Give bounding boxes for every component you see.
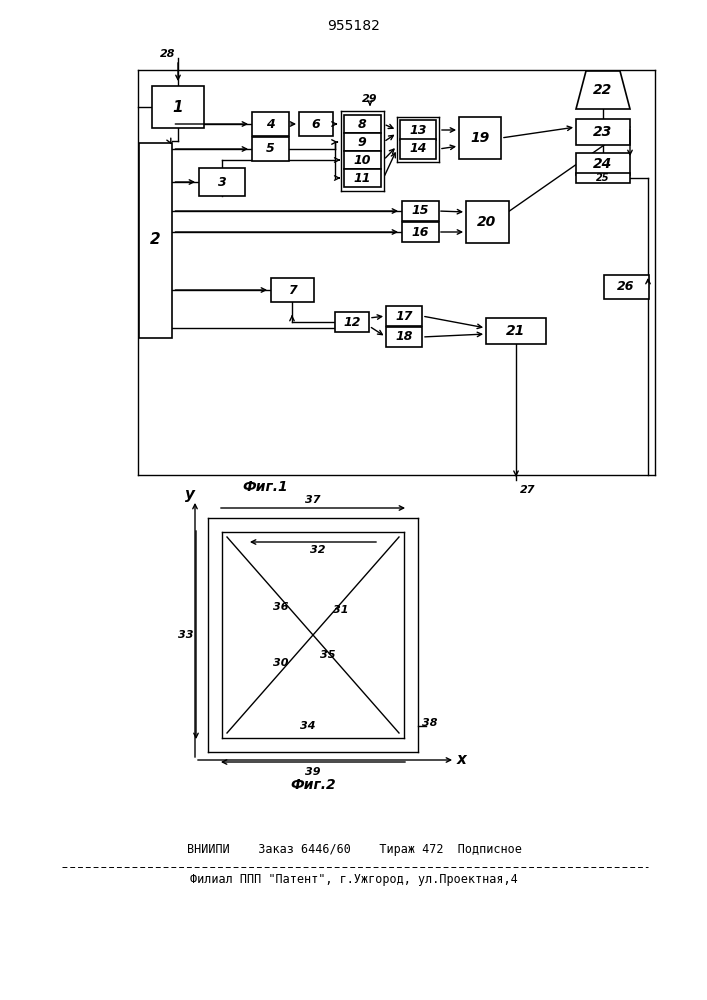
Polygon shape [576, 71, 630, 109]
Bar [400, 120, 436, 140]
Text: 39: 39 [305, 767, 321, 777]
Bar [465, 201, 508, 243]
Text: y: y [185, 488, 195, 502]
Text: Фиг.1: Фиг.1 [243, 480, 288, 494]
Text: 14: 14 [409, 142, 427, 155]
Text: 8: 8 [358, 117, 366, 130]
Text: 25: 25 [596, 173, 609, 183]
Text: 37: 37 [305, 495, 321, 505]
Text: 18: 18 [395, 330, 413, 344]
Bar [386, 306, 422, 326]
Text: 26: 26 [617, 280, 635, 294]
Bar [271, 278, 313, 302]
Text: 35: 35 [320, 650, 336, 660]
Text: 5: 5 [266, 142, 274, 155]
Text: 27: 27 [520, 485, 536, 495]
Bar [576, 153, 630, 175]
Text: 15: 15 [411, 205, 428, 218]
Bar [335, 312, 369, 332]
Text: 955182: 955182 [327, 19, 380, 33]
Bar [252, 112, 288, 136]
Text: ВНИИПИ    Заказ 6446/60    Тираж 472  Подписное: ВНИИПИ Заказ 6446/60 Тираж 472 Подписное [187, 844, 522, 856]
Bar [486, 318, 546, 344]
Bar [604, 275, 648, 299]
Text: 7: 7 [288, 284, 296, 296]
Text: 38: 38 [422, 718, 438, 728]
Text: 33: 33 [178, 630, 194, 640]
Text: Фиг.2: Фиг.2 [290, 778, 336, 792]
Text: 30: 30 [273, 658, 288, 668]
Bar [576, 173, 630, 183]
Bar [199, 168, 245, 196]
Bar [402, 201, 438, 221]
Text: 20: 20 [477, 215, 496, 229]
Text: 23: 23 [593, 125, 613, 139]
Text: 36: 36 [273, 602, 288, 612]
Bar [139, 142, 172, 338]
Bar [459, 117, 501, 159]
Bar [299, 112, 333, 136]
Bar [252, 137, 288, 161]
Text: 13: 13 [409, 123, 427, 136]
Text: 1: 1 [173, 100, 183, 114]
Text: 12: 12 [344, 316, 361, 328]
Text: 28: 28 [160, 49, 176, 59]
Bar [344, 115, 380, 133]
Bar [152, 86, 204, 128]
Text: 2: 2 [150, 232, 160, 247]
Text: 24: 24 [593, 157, 613, 171]
Text: Филиал ППП "Патент", г.Ужгород, ул.Проектная,4: Филиал ППП "Патент", г.Ужгород, ул.Проек… [190, 874, 518, 886]
Text: 6: 6 [312, 117, 320, 130]
Text: 32: 32 [310, 545, 326, 555]
Text: 16: 16 [411, 226, 428, 238]
Text: 17: 17 [395, 310, 413, 322]
Text: 9: 9 [358, 135, 366, 148]
Text: x: x [457, 752, 467, 768]
Bar [344, 151, 380, 169]
Bar [402, 222, 438, 242]
Bar [576, 119, 630, 145]
Text: 11: 11 [354, 172, 370, 184]
Bar [400, 139, 436, 159]
Text: 19: 19 [470, 131, 490, 145]
Text: 4: 4 [266, 117, 274, 130]
Text: 22: 22 [593, 83, 613, 97]
Text: 10: 10 [354, 153, 370, 166]
Text: 34: 34 [300, 721, 316, 731]
Text: 3: 3 [218, 176, 226, 188]
Text: 31: 31 [333, 605, 349, 615]
Bar [344, 169, 380, 187]
Bar [344, 133, 380, 151]
Text: 29: 29 [362, 94, 378, 104]
Text: 21: 21 [506, 324, 525, 338]
Bar [386, 327, 422, 347]
